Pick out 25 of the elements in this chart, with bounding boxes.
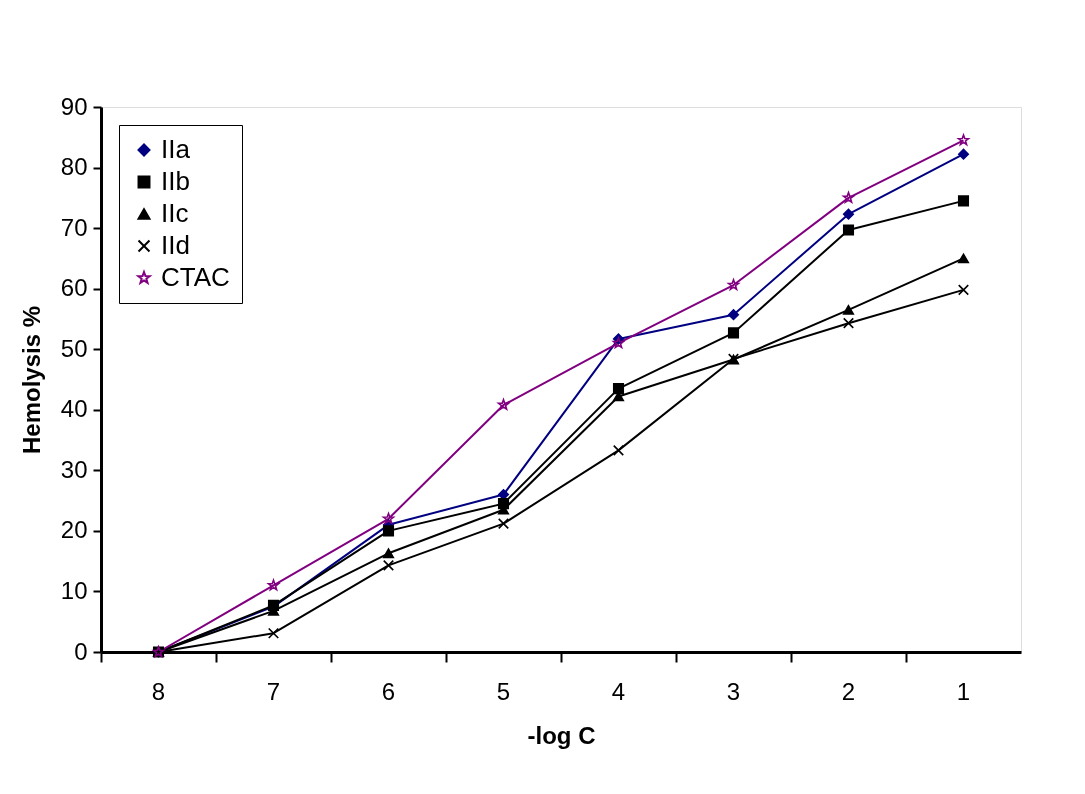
legend-label: IIc (161, 198, 189, 228)
y-tick-label: 40 (60, 395, 88, 423)
y-tick-label: 10 (60, 576, 88, 604)
y-tick-label: 50 (60, 334, 88, 362)
y-tick-label: 70 (60, 213, 88, 241)
y-tick-label: 0 (74, 637, 88, 665)
x-tick-label: 8 (151, 677, 166, 705)
x-tick-label: 5 (496, 677, 511, 705)
y-tick-label: 90 (60, 92, 88, 120)
legend-label: CTAC (161, 262, 230, 292)
x-axis-title: -log C (527, 721, 596, 749)
x-tick-label: 6 (381, 677, 396, 705)
x-tick-label: 2 (841, 677, 856, 705)
x-tick-label: 3 (726, 677, 741, 705)
y-tick-label: 80 (60, 153, 88, 181)
x-tick-label: 1 (956, 677, 971, 705)
x-tick-label: 4 (611, 677, 626, 705)
y-tick-label: 60 (60, 274, 88, 302)
y-axis-title: Hemolysis % (17, 305, 45, 455)
x-tick-label: 7 (266, 677, 281, 705)
y-tick-label: 20 (60, 516, 88, 544)
y-tick-label: 30 (60, 455, 88, 483)
legend-label: IId (161, 230, 190, 260)
legend-label: IIb (161, 166, 190, 196)
legend-label: IIa (161, 134, 191, 164)
